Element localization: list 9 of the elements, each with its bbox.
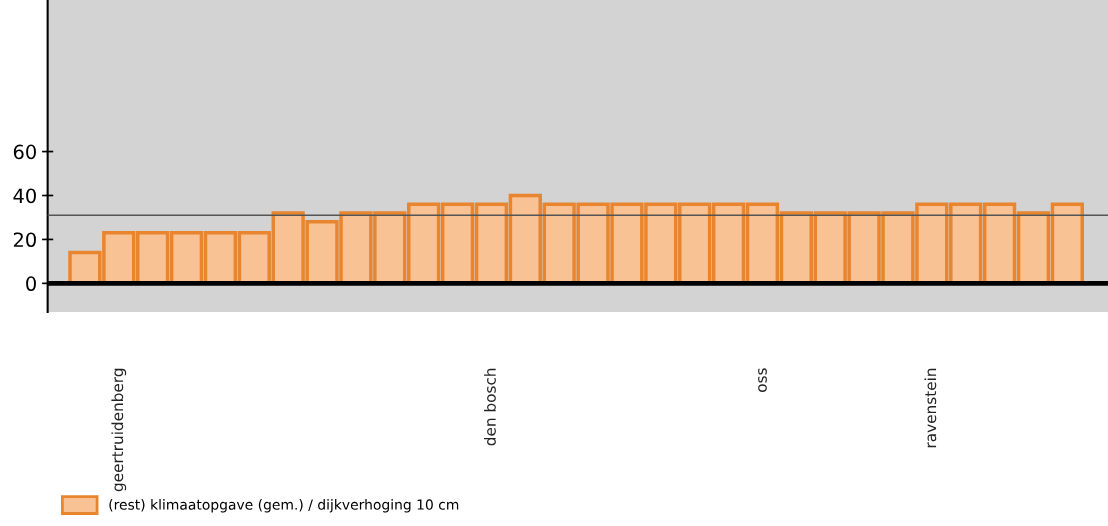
y-tick-label: 20: [13, 232, 36, 248]
x-tick-label: den bosch: [484, 368, 496, 446]
y-tick-label: 60: [13, 144, 36, 160]
y-tick-label: 0: [26, 276, 36, 292]
x-tick-label: oss: [758, 368, 767, 392]
x-tick-label: ravenstein: [924, 368, 937, 448]
legend-label: (rest) klimaatopgave (gem.) / dijkverhoging 10 cm: [109, 499, 459, 513]
x-tick-label: geertruidenberg: [111, 368, 127, 492]
y-tick-label: 40: [13, 188, 36, 204]
